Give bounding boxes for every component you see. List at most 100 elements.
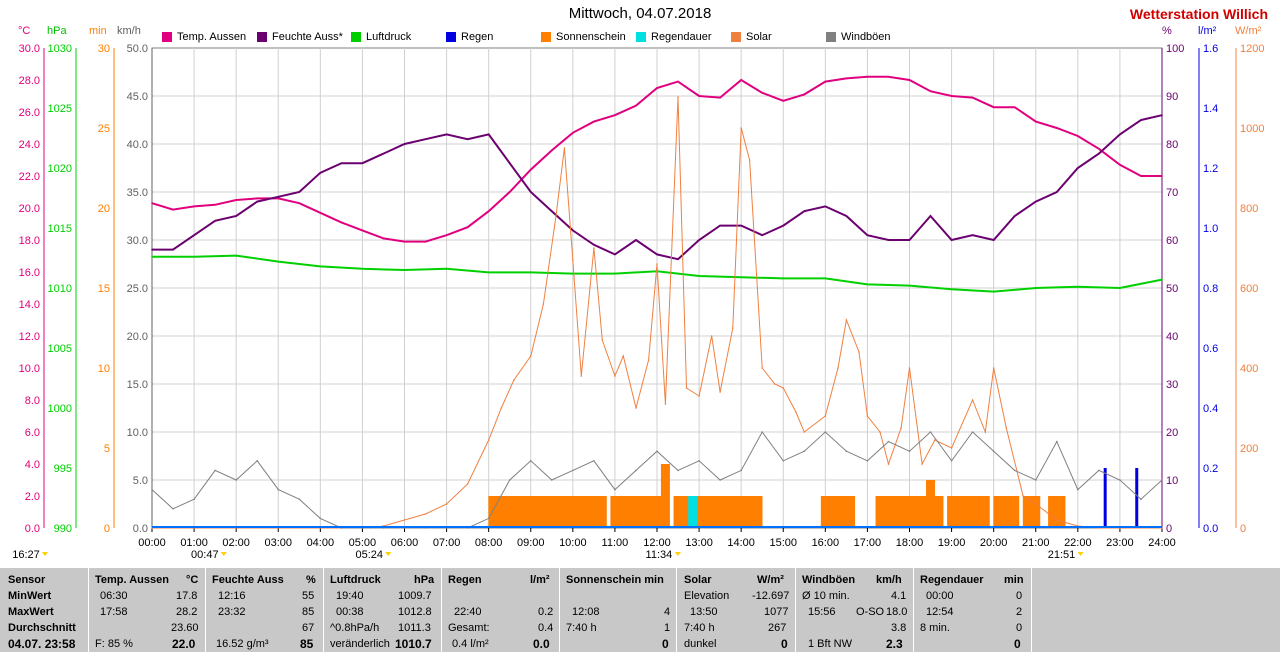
data-point <box>866 234 869 236</box>
solar-duration: 7:40 h <box>684 622 715 634</box>
data-point <box>151 255 153 258</box>
x-tick-label: 05:00 <box>349 537 377 549</box>
data-point <box>1077 488 1079 491</box>
solar-avg: 267 <box>768 622 787 634</box>
data-point <box>635 239 637 241</box>
data-point <box>572 259 574 261</box>
sun-current: 0 <box>662 637 669 651</box>
time-marker-label: 05:24 <box>355 549 383 561</box>
bar-sonnenschein <box>572 496 582 528</box>
data-point <box>858 351 860 353</box>
x-tick-label: 06:00 <box>391 537 419 549</box>
data-point <box>235 254 237 257</box>
data-point <box>172 248 174 251</box>
data-point <box>403 269 406 271</box>
data-point <box>824 277 827 280</box>
data-point <box>1055 440 1058 443</box>
data-point <box>795 411 797 413</box>
bar-sonnenschein <box>673 496 683 528</box>
raindur-current: 0 <box>1014 637 1021 651</box>
hum-max: 85 <box>302 606 315 618</box>
bar-sonnenschein <box>909 496 919 528</box>
sun-tick-label: 30 <box>98 43 110 55</box>
solar-axis-unit: W/m² <box>1235 25 1262 37</box>
data-point <box>340 221 343 224</box>
solar-tick-label: 800 <box>1240 203 1258 215</box>
raindur-avg-label: 8 min. <box>920 622 950 634</box>
data-point <box>824 415 827 417</box>
rain-tick-label: 0.2 <box>1203 463 1218 475</box>
data-point <box>677 80 679 83</box>
pressure-tick-label: 1015 <box>48 223 72 235</box>
data-point <box>803 93 806 96</box>
press-trend: ^0.8hPa/h <box>330 622 380 634</box>
x-tick-label: 15:00 <box>769 537 797 549</box>
data-point <box>929 431 932 433</box>
bar-sonnenschein <box>846 496 856 528</box>
data-point <box>647 359 650 361</box>
data-point <box>298 498 301 501</box>
temp-feel: F: 85 % <box>95 638 133 650</box>
x-tick-label: 08:00 <box>475 537 503 549</box>
hum-tick-label: 80 <box>1166 139 1178 151</box>
wind-axis-unit: km/h <box>117 25 141 37</box>
temp-tick-label: 28.0 <box>19 75 40 87</box>
bar-sonnenschein <box>820 496 830 528</box>
rain-total: 0.4 <box>538 622 554 634</box>
data-point <box>424 513 427 515</box>
data-point <box>256 460 259 462</box>
press-max-time: 00:38 <box>336 606 364 618</box>
data-point <box>487 210 490 212</box>
hum-head: Feuchte Auss <box>212 574 284 586</box>
solar-tick-label: 200 <box>1240 443 1258 455</box>
wind-current: 2.3 <box>886 637 903 651</box>
data-point <box>601 339 604 341</box>
time-marker-label: 11:34 <box>646 549 673 561</box>
temp-max-time: 17:58 <box>100 606 128 618</box>
rain-tick-label: 1.4 <box>1203 103 1218 115</box>
solar-head: Solar <box>684 574 712 586</box>
bar-sonnenschein <box>736 496 746 528</box>
x-tick-label: 18:00 <box>896 537 924 549</box>
data-point <box>824 431 827 433</box>
data-point <box>382 237 385 240</box>
sun-max-time: 12:08 <box>572 606 600 618</box>
bar-sonnenschein <box>681 496 691 528</box>
data-point <box>500 407 503 409</box>
bar-sonnenschein <box>745 496 755 528</box>
hum-unit: % <box>306 574 316 586</box>
x-tick-label: 17:00 <box>854 537 882 549</box>
solar-elevation-label: Elevation <box>684 590 730 602</box>
data-point <box>361 268 364 270</box>
bar-sonnenschein <box>900 496 910 528</box>
bar-sonnenschein <box>522 496 532 528</box>
bar-sonnenschein <box>926 480 936 528</box>
press-avg: 1011.3 <box>398 622 431 634</box>
data-point <box>214 220 216 222</box>
data-point <box>887 76 890 78</box>
data-point <box>824 80 827 83</box>
row-label-avg: Durchschnitt <box>8 622 76 634</box>
bar-sonnenschein <box>635 496 645 528</box>
data-point <box>1005 427 1008 429</box>
bar-sonnenschein <box>1031 496 1041 528</box>
rain-tick-label: 0.4 <box>1203 403 1218 415</box>
solar-max: 1077 <box>764 606 789 618</box>
legend-sunshine: Sonnenschein <box>541 31 626 43</box>
data-point <box>151 248 153 251</box>
data-point <box>193 255 195 258</box>
data-point <box>782 224 785 227</box>
data-point <box>845 319 848 321</box>
x-tick-label: 00:00 <box>138 537 166 549</box>
data-point <box>172 508 174 510</box>
hum-tick-label: 30 <box>1166 379 1178 391</box>
data-point <box>172 208 174 211</box>
solar-max-time: 13:50 <box>690 606 718 618</box>
temp-current: 22.0 <box>172 637 196 651</box>
temp-tick-label: 20.0 <box>19 203 40 215</box>
data-point <box>929 90 932 92</box>
sun-max: 4 <box>664 606 671 618</box>
row-label-max: MaxWert <box>8 606 54 618</box>
data-point <box>277 260 280 263</box>
data-point <box>614 488 616 491</box>
